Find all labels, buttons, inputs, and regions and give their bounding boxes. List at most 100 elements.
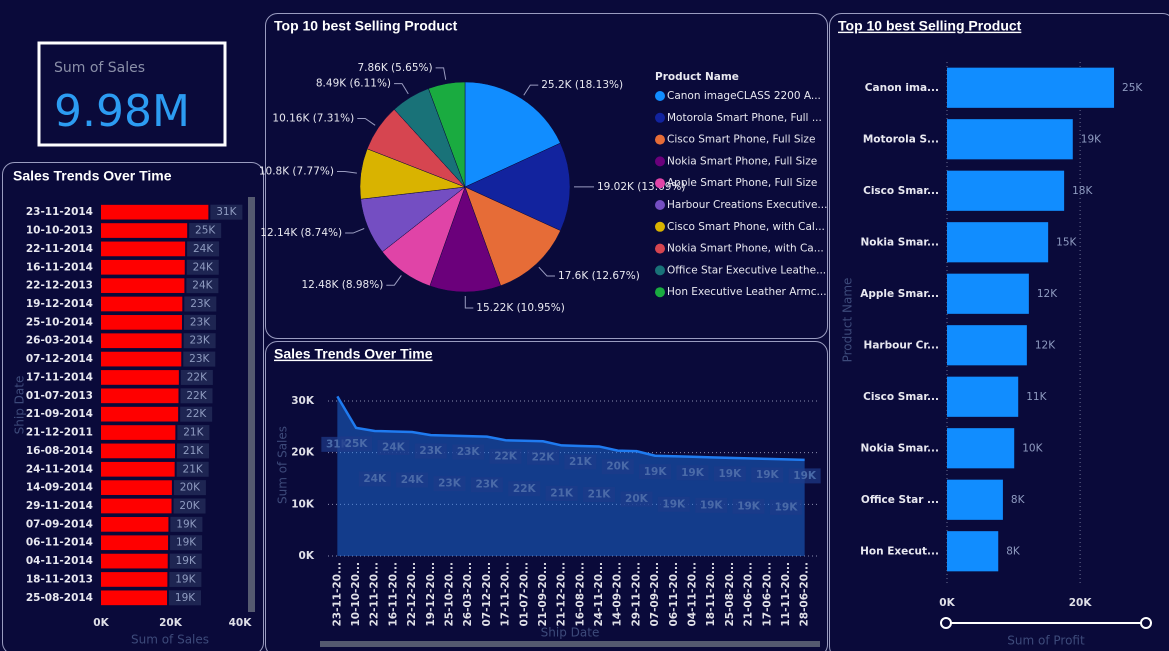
data-label-bg bbox=[433, 476, 466, 492]
y-tick-label: 10K bbox=[291, 498, 315, 510]
slider-handle[interactable] bbox=[940, 617, 952, 629]
legend-swatch bbox=[655, 178, 665, 189]
data-label: 19K bbox=[681, 467, 705, 479]
slider-handle[interactable] bbox=[1140, 617, 1152, 629]
legend-swatch bbox=[655, 156, 665, 167]
pie-slice bbox=[464, 142, 571, 231]
data-label: 19K bbox=[775, 501, 799, 513]
x-tick-label: 10-10-20... bbox=[350, 562, 362, 627]
data-label: 18K bbox=[1072, 185, 1093, 197]
bar bbox=[101, 480, 172, 495]
bar bbox=[101, 517, 169, 532]
y-tick-label: Harbour Cr... bbox=[864, 339, 939, 351]
pie-slice bbox=[429, 186, 501, 293]
data-label: 23K bbox=[189, 353, 210, 365]
x-tick-label: 29-11-20... bbox=[630, 562, 642, 627]
bar bbox=[101, 498, 172, 514]
bar bbox=[101, 443, 176, 459]
data-label-bg bbox=[676, 465, 709, 481]
legend-swatch bbox=[655, 243, 665, 254]
bar bbox=[101, 370, 179, 385]
y-tick-label: 25-08-2014 bbox=[26, 592, 93, 604]
data-label: 21K bbox=[183, 463, 204, 475]
data-label-bg bbox=[620, 491, 653, 507]
y-tick-label: Office Star ... bbox=[861, 494, 939, 506]
data-label: 19K bbox=[719, 468, 743, 480]
y-tick-label: Cisco Smar... bbox=[863, 185, 939, 197]
panel bbox=[829, 13, 1169, 651]
kpi-card bbox=[37, 41, 227, 147]
bar bbox=[947, 479, 1003, 520]
legend-swatch bbox=[655, 200, 665, 210]
data-label-bg bbox=[189, 223, 222, 239]
data-label: 11K bbox=[1026, 391, 1047, 403]
x-tick-label: 07-09-20... bbox=[649, 562, 661, 627]
y-tick-label: Hon Execut... bbox=[860, 545, 939, 557]
data-label: 19K bbox=[793, 470, 817, 482]
data-label: 25K bbox=[195, 225, 216, 237]
legend-label: Canon imageCLASS 2200 A... bbox=[667, 90, 821, 102]
data-label: 25K bbox=[1122, 82, 1143, 94]
leader-line bbox=[435, 67, 447, 80]
pie-slice bbox=[428, 81, 466, 188]
data-label-bg bbox=[545, 485, 578, 501]
data-label: 23K bbox=[190, 298, 211, 310]
x-axis-title: Sum of Profit bbox=[1007, 634, 1085, 648]
x-tick-label: 20K bbox=[1069, 597, 1093, 609]
data-label: 25.2K (18.13%) bbox=[541, 79, 623, 91]
y-tick-label: Apple Smar... bbox=[860, 288, 939, 300]
data-label-bg bbox=[713, 466, 746, 482]
y-tick-label: 17-11-2014 bbox=[26, 371, 93, 383]
bar bbox=[101, 406, 179, 422]
x-tick-label: 21-12-20... bbox=[556, 562, 568, 627]
kpi-label: Sum of Sales bbox=[54, 60, 145, 76]
data-label-bg bbox=[489, 448, 522, 464]
data-label: 12K bbox=[1037, 288, 1058, 300]
x-tick-label: 06-11-20... bbox=[668, 562, 680, 627]
panel bbox=[265, 13, 828, 339]
data-label-bg bbox=[176, 461, 209, 477]
x-axis-title: Ship Date bbox=[541, 626, 600, 640]
data-label: 22K bbox=[186, 408, 207, 420]
y-tick-label: 20K bbox=[291, 447, 315, 459]
bar bbox=[947, 119, 1073, 160]
bar bbox=[947, 325, 1027, 366]
data-label-bg bbox=[601, 459, 634, 475]
y-tick-label: 14-09-2014 bbox=[26, 482, 93, 494]
data-label-bg bbox=[396, 472, 429, 488]
bar bbox=[101, 590, 168, 606]
bar bbox=[101, 425, 176, 440]
x-tick-label: 28-06-20... bbox=[799, 562, 811, 627]
data-label: 19K bbox=[644, 466, 668, 478]
data-label-bg bbox=[169, 571, 202, 587]
leader-line bbox=[345, 228, 365, 234]
data-label: 22K bbox=[513, 483, 537, 495]
data-label-bg bbox=[657, 496, 690, 512]
scrollbar[interactable] bbox=[248, 197, 255, 612]
x-tick-label: 22-12-20... bbox=[406, 562, 418, 627]
legend-label: Cisco Smart Phone, with Cal... bbox=[667, 221, 825, 233]
y-tick-label: 30K bbox=[291, 395, 315, 407]
data-label-bg bbox=[414, 443, 447, 459]
scrollbar[interactable] bbox=[320, 641, 820, 647]
y-tick-label: 01-07-2013 bbox=[26, 390, 93, 402]
data-label: 8K bbox=[1011, 494, 1026, 506]
chart-title: Sales Trends Over Time bbox=[13, 168, 172, 184]
data-label: 19K bbox=[756, 469, 780, 481]
y-tick-label: 25-10-2014 bbox=[26, 316, 93, 328]
x-tick-label: 25-08-20... bbox=[724, 562, 736, 627]
bar bbox=[101, 351, 182, 367]
x-tick-label: 19-12-20... bbox=[425, 562, 437, 627]
data-label: 23K bbox=[476, 479, 500, 491]
data-label-bg bbox=[583, 486, 616, 502]
y-tick-label: Nokia Smar... bbox=[860, 236, 939, 248]
data-label: 19K bbox=[175, 592, 196, 604]
legend-swatch bbox=[655, 112, 665, 123]
x-tick-label: 17-11-20... bbox=[500, 562, 512, 627]
x-tick-label: 16-08-20... bbox=[574, 562, 586, 627]
data-label: 24K bbox=[382, 441, 406, 453]
x-tick-label: 21-09-20... bbox=[537, 562, 549, 627]
y-axis-title: Sum of Sales bbox=[276, 426, 290, 504]
bar bbox=[101, 535, 169, 551]
